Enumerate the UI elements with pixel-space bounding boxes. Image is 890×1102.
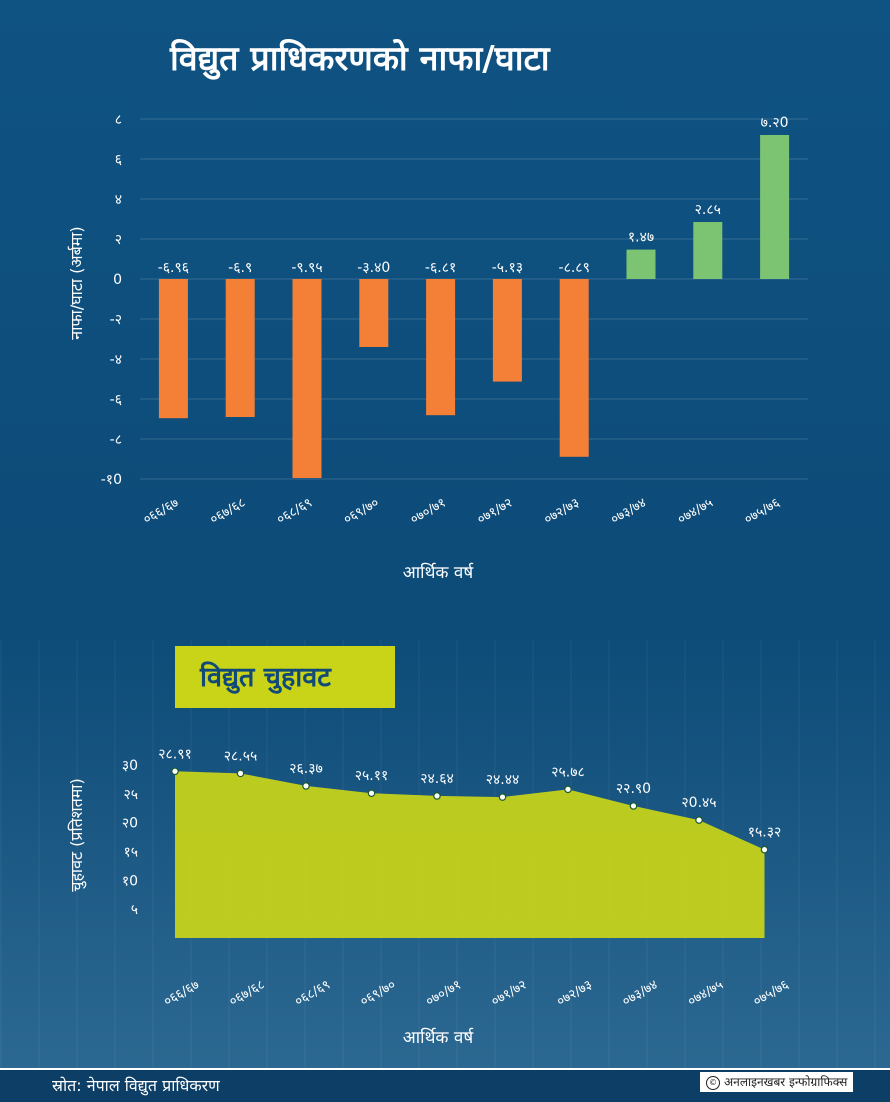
x-tick-label: ०७४/७५ <box>685 977 726 1009</box>
data-label: २५.७८ <box>551 764 585 780</box>
x-tick-label: ०७०/७१ <box>423 977 464 1009</box>
data-label: २५.११ <box>355 768 389 784</box>
y-tick-label: २0 <box>122 816 138 832</box>
y-tick-label: १0 <box>122 873 138 889</box>
y-tick-label: -८ <box>110 432 122 448</box>
x-axis-title: आर्थिक वर्ष <box>403 562 475 583</box>
y-tick-label: ५ <box>131 902 138 918</box>
y-axis-title: नाफा/घाटा (अर्बमा) <box>67 226 86 339</box>
data-label: १.४७ <box>628 230 654 246</box>
credit-text: अनलाइनखबर इन्फोग्राफिक्स <box>724 1075 848 1089</box>
bar <box>292 279 322 478</box>
x-tick-label: ०७३/७४ <box>620 977 661 1009</box>
data-label: -५.१३ <box>492 260 523 276</box>
credit-badge: © अनलाइनखबर इन्फोग्राफिक्स <box>700 1072 854 1092</box>
y-tick-label: ४ <box>115 192 122 208</box>
y-axis-title: चुहावट (प्रतिशतमा) <box>67 778 87 891</box>
data-point <box>367 789 376 797</box>
data-point <box>498 793 507 801</box>
y-tick-label: ३0 <box>122 758 138 774</box>
bar <box>158 279 188 419</box>
section-title: विद्युत चुहावट <box>200 662 331 693</box>
y-tick-label: -२ <box>110 312 122 328</box>
x-axis-title: आर्थिक वर्ष <box>403 1027 475 1048</box>
x-tick-label: ०६९/७० <box>358 977 399 1009</box>
y-tick-label: -६ <box>110 392 122 408</box>
data-label: -८.८९ <box>559 260 590 276</box>
data-point <box>433 792 441 800</box>
data-label: २६.३७ <box>289 761 323 777</box>
x-tick-label: ०६६/६७ <box>161 977 202 1009</box>
data-label: २.८५ <box>695 202 721 218</box>
data-label: -९.९५ <box>291 260 322 276</box>
data-label: २४.६४ <box>420 771 454 787</box>
y-tick-label: -१0 <box>101 472 122 488</box>
x-tick-label: ०६७/६८ <box>227 977 268 1009</box>
section-title-box <box>175 646 395 708</box>
x-tick-label: ०७२/७३ <box>554 977 595 1009</box>
data-point <box>236 769 245 778</box>
area-fill <box>175 771 765 938</box>
bar <box>760 135 790 279</box>
data-point <box>629 802 638 810</box>
data-point <box>302 782 310 790</box>
page-title: विद्युत प्राधिकरणको नाफा/घाटा <box>170 39 550 79</box>
data-label: २0.४५ <box>681 795 716 811</box>
bar <box>225 279 255 417</box>
source-text: स्रोत: नेपाल विद्युत प्राधिकरण <box>52 1076 220 1095</box>
bar <box>492 279 522 382</box>
data-point <box>695 816 703 824</box>
x-tick-label: ०६८/६९ <box>292 977 333 1009</box>
copyright-icon: © <box>706 1075 720 1090</box>
y-tick-label: ६ <box>115 152 122 168</box>
data-label: -६.९ <box>228 260 252 276</box>
data-label: २२.९0 <box>616 781 651 797</box>
bar <box>626 249 656 279</box>
data-label: ७.२0 <box>761 115 789 131</box>
y-tick-label: १५ <box>123 845 138 861</box>
data-label: -६.९६ <box>158 260 189 276</box>
y-tick-label: -४ <box>110 352 122 368</box>
x-tick-label: ०७५/७६ <box>751 977 792 1009</box>
data-label: -३.४0 <box>357 260 390 276</box>
bar <box>359 279 389 347</box>
y-tick-label: ८ <box>115 112 122 128</box>
y-tick-label: २ <box>115 232 122 248</box>
data-point <box>564 785 572 794</box>
x-tick-label: ०७१/७२ <box>489 977 530 1009</box>
data-label: २८.५५ <box>224 748 258 764</box>
data-point <box>760 845 769 854</box>
bar <box>426 279 456 416</box>
y-tick-label: 0 <box>113 272 122 288</box>
profit-loss-chart: ८६४२0-२-४-६-८-१0-६.९६०६६/६७-६.९०६७/६८-९.… <box>67 112 808 583</box>
data-label: २८.९१ <box>158 746 192 762</box>
data-label: १५.३२ <box>748 825 782 841</box>
y-tick-label: २५ <box>123 787 138 803</box>
bar <box>693 222 723 279</box>
data-label: २४.४४ <box>486 772 520 788</box>
data-point <box>171 767 179 776</box>
data-label: -६.८१ <box>425 260 456 276</box>
bar <box>559 279 589 457</box>
